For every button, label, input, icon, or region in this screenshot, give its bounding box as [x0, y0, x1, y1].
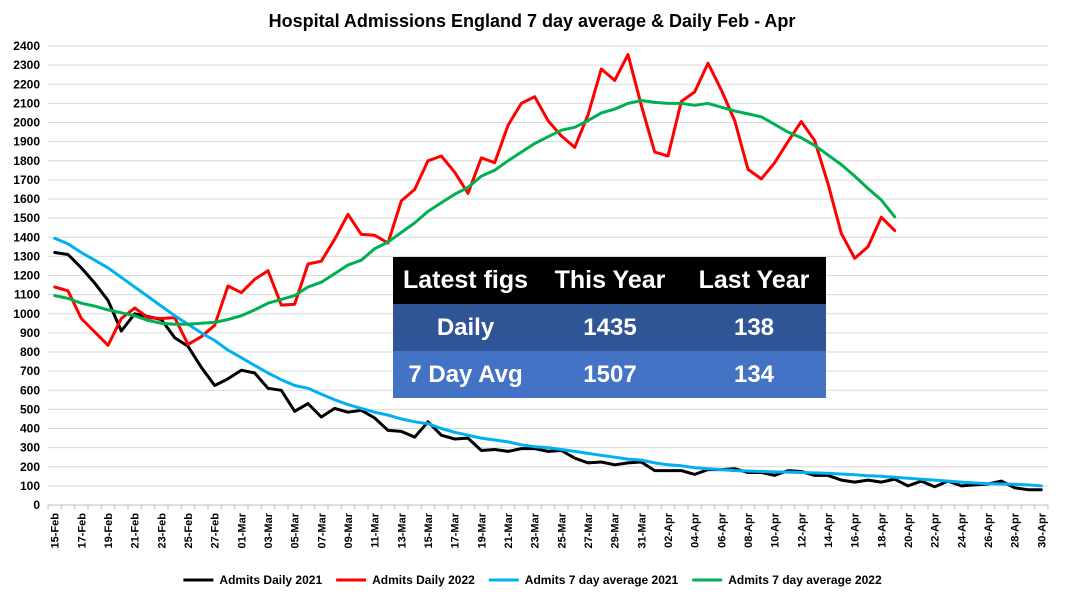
y-tick-label: 1500 [13, 211, 40, 225]
y-tick-label: 1300 [13, 249, 40, 263]
y-tick-label: 100 [20, 479, 40, 493]
latest-figures-table: Latest figs This Year Last Year Daily 14… [393, 257, 826, 398]
y-tick-label: 1200 [13, 269, 40, 283]
legend-label: Admits Daily 2022 [372, 573, 475, 587]
x-tick-label: 14-Apr [823, 512, 835, 548]
x-tick-label: 08-Apr [743, 512, 755, 548]
x-tick-label: 04-Apr [690, 512, 702, 548]
x-tick-label: 03-Mar [263, 512, 275, 548]
x-tick-label: 25-Mar [556, 512, 568, 548]
legend-label: Admits 7 day average 2022 [728, 573, 882, 587]
x-tick-label: 05-Mar [290, 512, 302, 548]
series-lines [53, 53, 1043, 492]
header-last-year: Last Year [682, 257, 826, 304]
y-tick-label: 2300 [13, 58, 40, 72]
x-tick-label: 19-Feb [103, 513, 115, 549]
avg-last-year: 134 [682, 351, 826, 398]
x-tick-label: 28-Apr [1010, 512, 1022, 548]
y-tick-label: 500 [20, 402, 40, 416]
legend-item-admits-7-day-average-2021: Admits 7 day average 2021 [488, 573, 679, 587]
x-axis-ticks: 15-Feb 17-Feb 19-Feb 21-Feb 23-Feb 25-Feb 27-F… [47, 505, 1049, 549]
x-tick-label: 27-Feb [210, 513, 222, 549]
legend-item-admits-daily-2022: Admits Daily 2022 [336, 573, 475, 587]
x-tick-label: 17-Feb [76, 513, 88, 549]
x-tick-label: 12-Apr [796, 512, 808, 548]
table-header-row: Latest figs This Year Last Year [393, 257, 826, 304]
series-line-admits-daily-2021 [53, 251, 1043, 492]
y-tick-label: 1700 [13, 173, 40, 187]
legend-label: Admits 7 day average 2021 [525, 573, 679, 587]
x-tick-label: 21-Mar [503, 512, 515, 548]
x-tick-label: 02-Apr [663, 512, 675, 548]
x-tick-label: 23-Feb [156, 513, 168, 549]
x-tick-label: 11-Mar [370, 512, 382, 548]
y-tick-label: 800 [20, 345, 40, 359]
y-axis-ticks: 0 100 200 300 400 500 600 700 800 900 1000 1100 1200… [13, 39, 40, 512]
x-tick-label: 15-Mar [423, 512, 435, 548]
y-tick-label: 1600 [13, 192, 40, 206]
series-line-admits-7-day-average-2021 [53, 236, 1043, 488]
row-label-daily: Daily [393, 304, 538, 351]
x-tick-label: 13-Mar [396, 512, 408, 548]
y-tick-label: 1000 [13, 307, 40, 321]
row-label-7-day-avg: 7 Day Avg [393, 351, 538, 398]
x-tick-label: 22-Apr [930, 512, 942, 548]
table-row-daily: Daily 1435 138 [393, 304, 826, 351]
x-tick-label: 29-Mar [610, 512, 622, 548]
x-tick-label: 27-Mar [583, 512, 595, 548]
x-tick-label: 19-Mar [476, 512, 488, 548]
legend-item-admits-daily-2021: Admits Daily 2021 [183, 573, 322, 587]
daily-last-year: 138 [682, 304, 826, 351]
series-line-admits-daily-2022 [53, 53, 897, 347]
x-tick-label: 31-Mar [636, 512, 648, 548]
x-tick-label: 21-Feb [130, 513, 142, 549]
avg-this-year: 1507 [538, 351, 682, 398]
daily-this-year: 1435 [538, 304, 682, 351]
y-tick-label: 1800 [13, 154, 40, 168]
x-tick-label: 07-Mar [316, 512, 328, 548]
x-tick-label: 17-Mar [450, 512, 462, 548]
x-tick-label: 06-Apr [716, 512, 728, 548]
chart-title: Hospital Admissions England 7 day averag… [269, 11, 796, 31]
x-tick-label: 25-Feb [183, 513, 195, 549]
legend-item-admits-7-day-average-2022: Admits 7 day average 2022 [692, 573, 882, 587]
x-tick-label: 24-Apr [956, 512, 968, 548]
y-tick-label: 1100 [14, 288, 40, 302]
x-tick-label: 16-Apr [850, 512, 862, 548]
y-tick-label: 300 [20, 441, 40, 455]
y-tick-label: 900 [20, 326, 40, 340]
y-tick-label: 2400 [13, 39, 40, 53]
y-tick-label: 200 [20, 460, 40, 474]
y-tick-label: 2100 [13, 96, 40, 110]
x-tick-label: 09-Mar [343, 512, 355, 548]
x-tick-label: 23-Mar [530, 512, 542, 548]
x-tick-label: 01-Mar [236, 512, 248, 548]
y-tick-label: 1400 [13, 230, 40, 244]
x-tick-label: 10-Apr [770, 512, 782, 548]
y-tick-label: 2200 [13, 77, 40, 91]
y-tick-label: 1900 [13, 135, 40, 149]
y-tick-label: 600 [20, 383, 40, 397]
y-tick-label: 0 [33, 498, 40, 512]
series-line-admits-7-day-average-2022 [53, 99, 897, 326]
x-tick-label: 18-Apr [876, 512, 888, 548]
y-tick-label: 2000 [13, 116, 40, 130]
y-tick-label: 400 [20, 422, 40, 436]
legend: Admits Daily 2021 Admits Daily 2022 Admits… [183, 573, 882, 587]
x-tick-label: 20-Apr [903, 512, 915, 548]
legend-label: Admits Daily 2021 [219, 573, 322, 587]
x-tick-label: 30-Apr [1036, 512, 1048, 548]
table-row-7-day-avg: 7 Day Avg 1507 134 [393, 351, 826, 398]
y-tick-label: 700 [20, 364, 40, 378]
x-tick-label: 26-Apr [983, 512, 995, 548]
header-latest-figs: Latest figs [393, 257, 538, 304]
header-this-year: This Year [538, 257, 682, 304]
x-tick-label: 15-Feb [50, 513, 62, 549]
